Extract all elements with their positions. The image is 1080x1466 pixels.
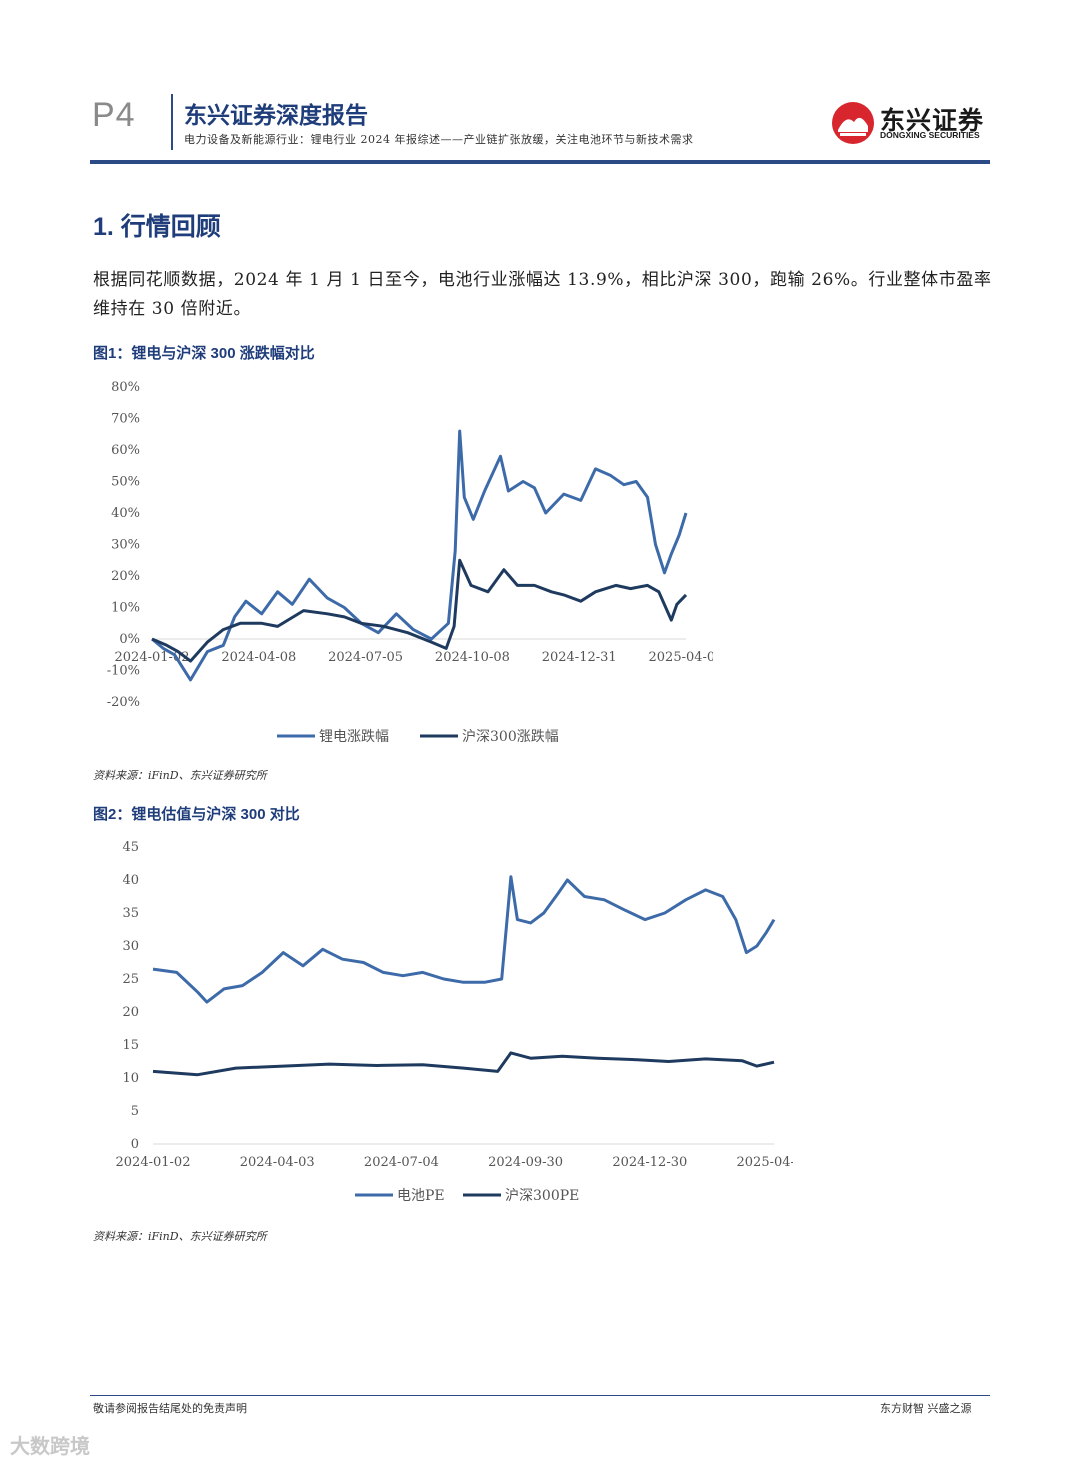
y-tick-label: 25 xyxy=(122,972,139,987)
footer-disclaimer: 敬请参阅报告结尾处的免责声明 xyxy=(93,1402,247,1415)
figure2-title: 图2：锂电估值与沪深 300 对比 xyxy=(93,806,300,823)
x-tick-label: 2024-09-30 xyxy=(488,1155,563,1170)
y-tick-label: 20 xyxy=(122,1005,139,1020)
y-tick-label: 15 xyxy=(122,1038,139,1053)
y-tick-label: 0 xyxy=(131,1137,139,1152)
legend-label: 电池PE xyxy=(397,1188,445,1204)
y-tick-label: 5 xyxy=(131,1104,139,1119)
dongxing-logo: 东兴证券 DONGXING SECURITIES xyxy=(830,100,990,146)
x-tick-label: 2025-04-02 xyxy=(737,1155,793,1170)
y-tick-label: 50% xyxy=(111,475,140,490)
x-tick-label: 2024-07-05 xyxy=(328,650,403,665)
series-line-1 xyxy=(151,429,688,682)
y-tick-label: 40 xyxy=(122,873,139,888)
x-tick-label: 2025-04-03 xyxy=(649,650,713,665)
footer-rule xyxy=(90,1395,990,1396)
figure2-source: 资料来源：iFinD、东兴证券研究所 xyxy=(93,1230,267,1243)
y-tick-label: 60% xyxy=(111,443,140,458)
section-title: 1. 行情回顾 xyxy=(93,213,221,241)
report-subtitle: 电力设备及新能源行业：锂电行业 2024 年报综述——产业链扩张放缓，关注电池环… xyxy=(184,133,694,146)
logo-text-en: DONGXING SECURITIES xyxy=(880,130,980,140)
watermark: 大数跨境 xyxy=(10,1436,90,1458)
y-tick-label: 30 xyxy=(122,939,139,954)
legend-label: 沪深300涨跌幅 xyxy=(462,729,559,745)
y-tick-label: 70% xyxy=(111,412,140,427)
x-tick-label: 2024-01-02 xyxy=(116,1155,191,1170)
y-tick-label: 0% xyxy=(119,632,140,647)
y-tick-label: 40% xyxy=(111,506,140,521)
figure1-source: 资料来源：iFinD、东兴证券研究所 xyxy=(93,769,267,782)
page-number: P4 xyxy=(92,96,136,134)
figure1-title: 图1：锂电与沪深 300 涨跌幅对比 xyxy=(93,345,315,362)
y-tick-label: 80% xyxy=(111,380,140,395)
y-tick-label: 10 xyxy=(122,1071,139,1086)
series-line-2 xyxy=(151,558,688,663)
legend-label: 锂电涨跌幅 xyxy=(319,729,389,745)
x-tick-label: 2024-04-08 xyxy=(221,650,296,665)
x-tick-label: 2024-10-08 xyxy=(435,650,510,665)
header-divider xyxy=(171,94,173,150)
x-tick-label: 2024-12-30 xyxy=(612,1155,687,1170)
header-rule xyxy=(90,160,990,164)
x-tick-label: 2024-12-31 xyxy=(542,650,617,665)
report-title: 东兴证券深度报告 xyxy=(184,102,368,128)
series-line-1 xyxy=(152,875,776,1004)
series-line-2 xyxy=(152,1051,775,1077)
legend-label: 沪深300PE xyxy=(505,1188,579,1204)
y-tick-label: -20% xyxy=(107,695,140,710)
y-tick-label: -10% xyxy=(107,664,140,679)
y-tick-label: 35 xyxy=(122,906,139,921)
logo-text-cn: 东兴证券 xyxy=(880,107,985,135)
logo-emblem-icon xyxy=(832,102,874,144)
y-tick-label: 45 xyxy=(122,840,139,855)
y-tick-label: 20% xyxy=(111,569,140,584)
figure2-chart: 45 40 35 30 25 20 15 10 5 0 2024-01-02 2024-04-03 20… xyxy=(116,840,793,1204)
y-tick-label: 10% xyxy=(111,601,140,616)
x-tick-label: 2024-04-03 xyxy=(240,1155,315,1170)
figure1-chart: 80% 70% 60% 50% 40% 30% 20% 10% 0% -10% -20% 2024-0… xyxy=(107,380,713,745)
x-tick-label: 2024-07-04 xyxy=(364,1155,439,1170)
section-paragraph: 根据同花顺数据，2024 年 1 月 1 日至今，电池行业涨幅达 13.9%，相… xyxy=(93,270,992,319)
y-tick-label: 30% xyxy=(111,538,140,553)
footer-slogan: 东方财智 兴盛之源 xyxy=(880,1402,972,1415)
